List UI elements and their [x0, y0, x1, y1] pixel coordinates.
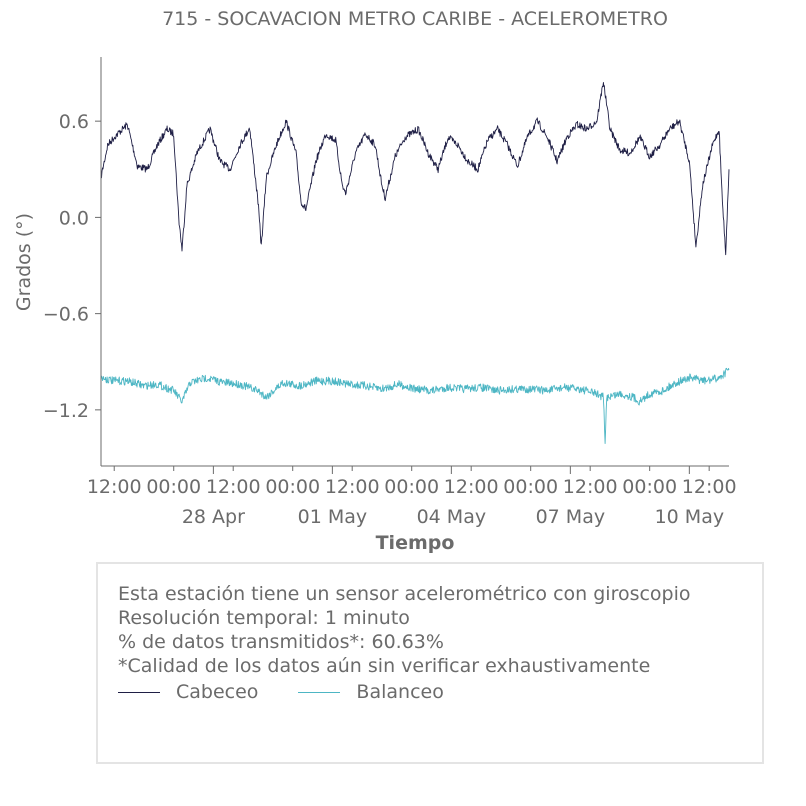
series-layer	[100, 82, 730, 444]
x-tick-label-date: 10 May	[655, 506, 725, 528]
info-quality-line: *Calidad de los datos aún sin verificar …	[118, 655, 651, 677]
series-line-balanceo	[100, 367, 730, 444]
y-tick-label: −0.6	[43, 304, 89, 326]
x-tick-label-time: 00:00	[384, 476, 439, 498]
x-tick-label-date: 01 May	[298, 506, 368, 528]
x-tick-label-time: 12:00	[87, 476, 142, 498]
legend-item-cabeceo: Cabeceo	[118, 680, 258, 704]
x-tick-label-time: 00:00	[622, 476, 677, 498]
chart-title: 715 - SOCAVACION METRO CARIBE - ACELEROM…	[162, 8, 668, 30]
legend-label-balanceo: Balanceo	[356, 681, 444, 703]
y-tick-label: 0.6	[59, 111, 89, 133]
legend-swatch-balanceo	[298, 691, 341, 693]
x-tick-label-date: 28 Apr	[182, 506, 245, 528]
x-tick-label-time: 12:00	[206, 476, 261, 498]
x-tick-label-time: 12:00	[325, 476, 380, 498]
legend-swatch-cabeceo	[118, 691, 160, 693]
info-transmitted-line: % de datos transmitidos*: 60.63%	[118, 631, 444, 653]
x-tick-label-time: 00:00	[503, 476, 558, 498]
x-tick-label-date: 07 May	[536, 506, 606, 528]
x-tick-label-time: 12:00	[563, 476, 618, 498]
x-tick-label-time: 00:00	[146, 476, 201, 498]
info-box: Esta estación tiene un sensor aceleromét…	[96, 562, 764, 764]
y-ticks: 0.6 0.0 −0.6 −1.2	[43, 111, 101, 422]
y-tick-label: 0.0	[59, 207, 89, 229]
legend-item-balanceo: Balanceo	[298, 680, 444, 704]
y-tick-label: −1.2	[43, 400, 89, 422]
legend: Cabeceo Balanceo	[118, 680, 762, 704]
x-tick-label-time: 12:00	[444, 476, 499, 498]
series-line-cabeceo	[100, 82, 730, 256]
x-tick-label-time: 00:00	[265, 476, 320, 498]
legend-label-cabeceo: Cabeceo	[176, 681, 259, 703]
info-sensor-line: Esta estación tiene un sensor aceleromét…	[118, 583, 691, 605]
info-resolution-line: Resolución temporal: 1 minuto	[118, 607, 410, 629]
x-tick-label-date: 04 May	[417, 506, 487, 528]
x-ticks: 12:00 00:00 12:00 00:00 12:00 00:00 12:00 00:00…	[87, 466, 737, 528]
x-tick-label-time: 12:00	[682, 476, 737, 498]
x-axis-label: Tiempo	[376, 532, 455, 554]
y-axis-label: Grados (°)	[13, 213, 35, 311]
